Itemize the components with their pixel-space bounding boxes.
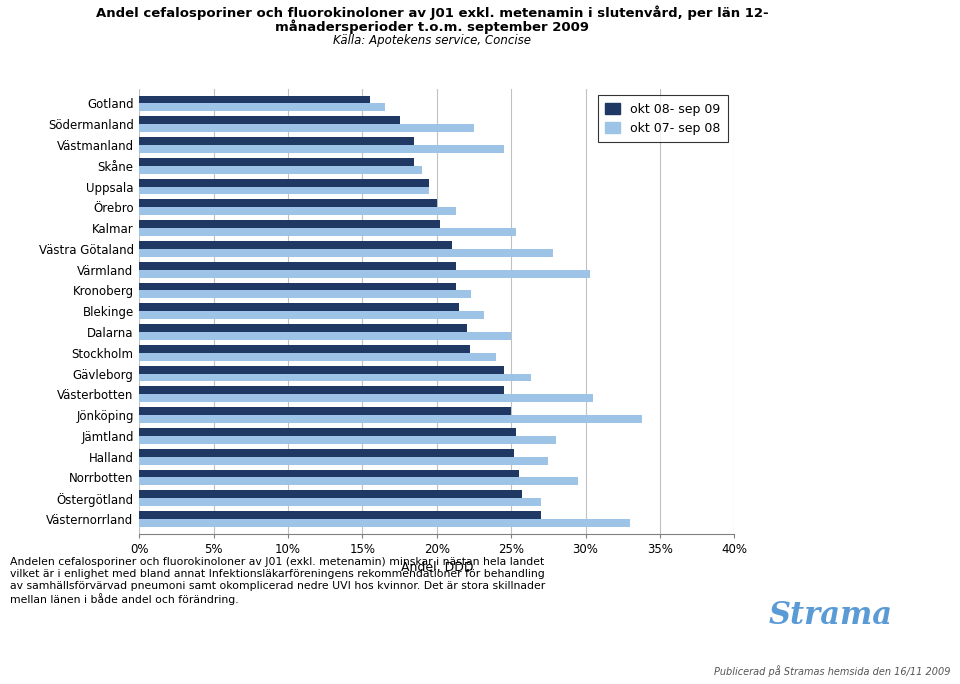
Bar (139, 291, 471, 298)
Bar (139, 394, 593, 402)
Bar (139, 269, 590, 278)
Bar (139, 449, 515, 457)
Bar (139, 428, 516, 436)
Bar (139, 158, 415, 166)
Text: Andel cefalosporiner och fluorokinoloner av J01 exkl. metenamin i slutenvård, pe: Andel cefalosporiner och fluorokinoloner… (96, 5, 768, 20)
Bar (139, 457, 548, 464)
Text: Publicerad på Stramas hemsida den 16/11 2009: Publicerad på Stramas hemsida den 16/11 … (714, 666, 950, 677)
Bar (139, 490, 521, 498)
Bar (139, 477, 578, 486)
Bar (139, 145, 504, 153)
Bar (139, 311, 485, 319)
Bar (139, 116, 399, 124)
Text: Andelen cefalosporiner och fluorokinoloner av J01 (exkl. metenamin) minskar i nä: Andelen cefalosporiner och fluorokinolon… (10, 557, 545, 605)
Bar (139, 228, 516, 236)
Bar (139, 386, 504, 394)
Bar (139, 511, 541, 519)
Text: månadersperioder t.o.m. september 2009: månadersperioder t.o.m. september 2009 (275, 19, 589, 34)
Bar (139, 282, 456, 291)
Bar (139, 207, 456, 215)
Bar (139, 324, 467, 332)
Bar (139, 262, 456, 269)
Bar (139, 200, 437, 207)
Bar (139, 436, 556, 444)
Bar (139, 137, 415, 145)
Bar (139, 96, 370, 103)
Bar (139, 345, 469, 353)
Bar (139, 103, 385, 111)
Bar (139, 124, 474, 132)
Bar (139, 407, 511, 415)
Bar (139, 498, 541, 506)
Bar (139, 220, 440, 228)
Text: Strama: Strama (768, 600, 893, 631)
Legend: okt 08- sep 09, okt 07- sep 08: okt 08- sep 09, okt 07- sep 08 (598, 95, 728, 142)
Bar (139, 303, 459, 311)
Text: Källa: Apotekens service, Concise: Källa: Apotekens service, Concise (333, 34, 531, 47)
Bar (139, 353, 496, 360)
Bar (139, 366, 504, 373)
Bar (139, 519, 630, 527)
Bar (139, 415, 642, 423)
Bar (139, 241, 451, 249)
Bar (139, 469, 518, 477)
Bar (139, 332, 511, 340)
Bar (139, 166, 422, 174)
Bar (139, 249, 553, 256)
Bar (139, 187, 429, 194)
X-axis label: Andel, DDD: Andel, DDD (400, 561, 473, 574)
Bar (139, 373, 531, 382)
Bar (139, 179, 429, 187)
